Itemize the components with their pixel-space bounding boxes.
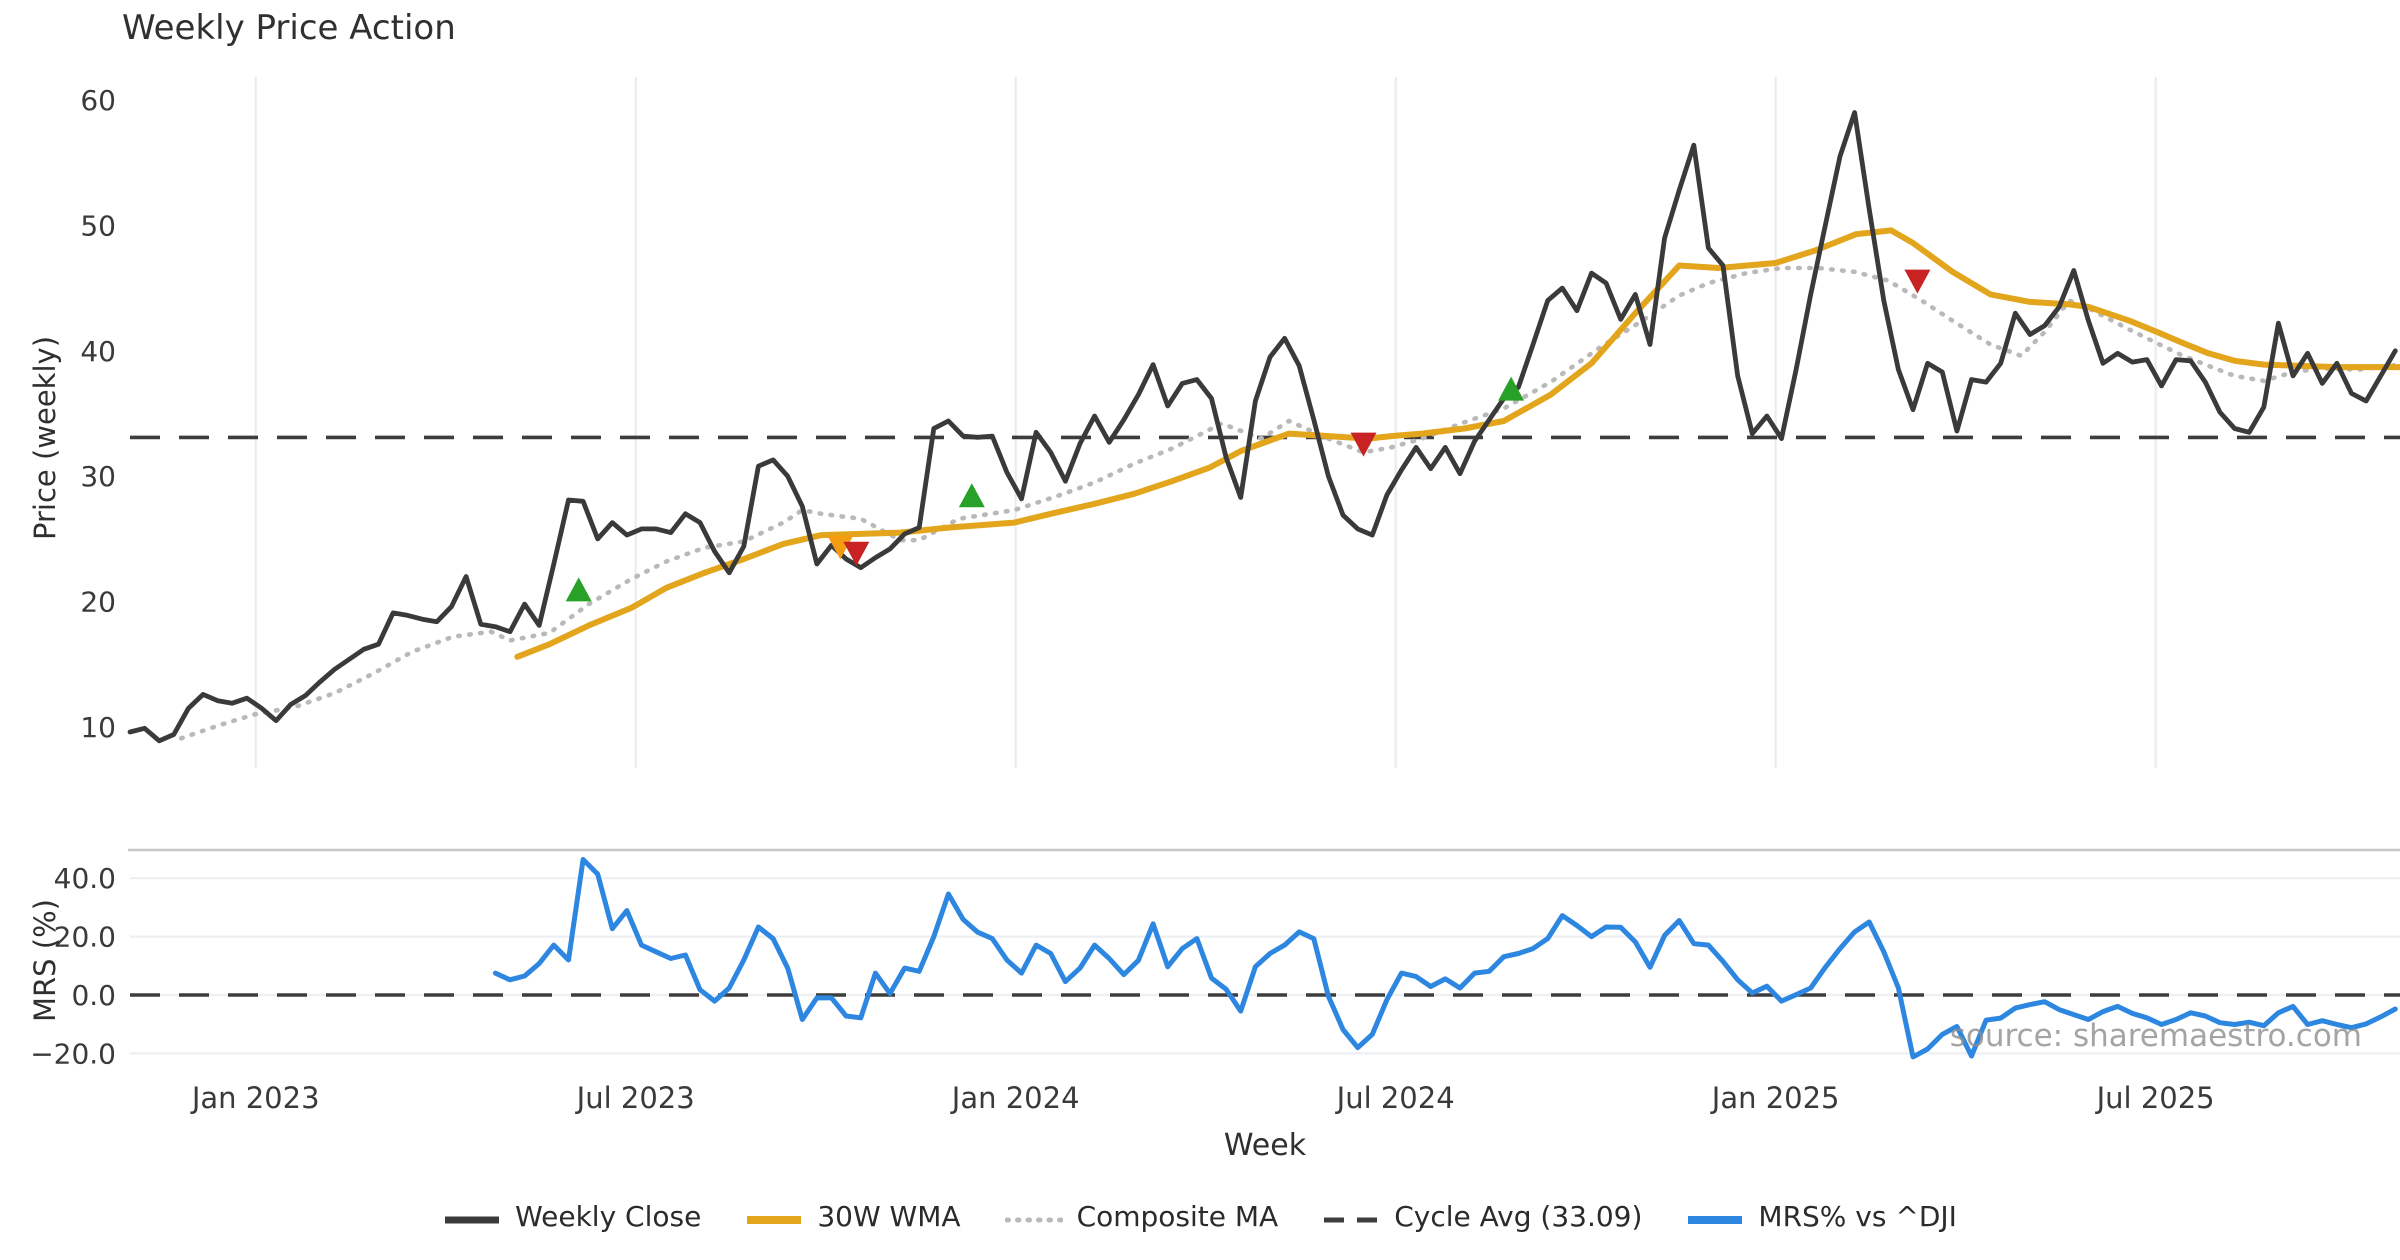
x-tick-label: Jul 2025	[2095, 1081, 2215, 1115]
warn-signal-marker	[827, 535, 854, 560]
legend-label: Composite MA	[1076, 1200, 1279, 1233]
x-tick-label: Jan 2025	[1710, 1081, 1840, 1115]
legend: Weekly Close 30W WMA Composite MA Cycle Avg…	[0, 1200, 2400, 1233]
price-y-tick-label: 20	[80, 586, 116, 619]
legend-swatch-icon	[1686, 1200, 1744, 1233]
sell-signal-marker	[1904, 269, 1931, 294]
legend-swatch-icon	[1004, 1200, 1064, 1233]
chart-title: Weekly Price Action	[122, 8, 456, 48]
legend-item-mrs-vs-dji: MRS% vs ^DJI	[1686, 1200, 1957, 1233]
mrs-y-axis-label: MRS (%)	[28, 899, 62, 1022]
legend-item-weekly-close: Weekly Close	[443, 1200, 701, 1233]
weekly-close-line	[127, 110, 2398, 744]
x-tick-label: Jan 2023	[190, 1081, 320, 1115]
price-y-tick-label: 30	[80, 460, 116, 493]
price-y-axis-label: Price (weekly)	[28, 335, 62, 540]
legend-item-cycle-avg-33-09-: Cycle Avg (33.09)	[1322, 1200, 1642, 1233]
x-tick-label: Jul 2024	[1335, 1081, 1455, 1115]
watermark-text: source: sharemaestro.com	[1949, 1018, 2362, 1054]
price-y-tick-label: 50	[80, 209, 116, 242]
wma-line	[514, 227, 2400, 660]
buy-signal-marker	[1498, 376, 1525, 401]
buy-signal-marker	[958, 483, 985, 508]
buy-signal-marker	[565, 577, 592, 602]
legend-label: 30W WMA	[817, 1200, 961, 1233]
mrs-line	[492, 857, 2398, 1060]
mrs-y-tick-label: 0.0	[71, 979, 116, 1012]
sell-signal-marker	[1350, 432, 1377, 457]
legend-swatch-icon	[443, 1200, 501, 1233]
legend-swatch-icon	[1322, 1200, 1380, 1233]
mrs-y-tick-label: 40.0	[54, 862, 116, 895]
legend-swatch-icon	[745, 1200, 803, 1233]
sell-signal-marker	[843, 541, 870, 566]
x-tick-label: Jan 2024	[950, 1081, 1080, 1115]
mrs-y-tick-label: 20.0	[54, 921, 116, 954]
x-tick-label: Jul 2023	[575, 1081, 695, 1115]
x-axis-label: Week	[1223, 1128, 1307, 1163]
legend-label: Weekly Close	[515, 1200, 702, 1233]
mrs-y-tick-label: −20.0	[30, 1037, 116, 1070]
price-y-tick-label: 60	[80, 84, 116, 117]
legend-item-30w-wma: 30W WMA	[745, 1200, 961, 1233]
price-y-tick-label: 10	[80, 711, 116, 744]
composite-ma-line	[178, 265, 2400, 741]
legend-item-composite-ma: Composite MA	[1004, 1200, 1279, 1233]
legend-label: Cycle Avg (33.09)	[1394, 1200, 1643, 1233]
legend-label: MRS% vs ^DJI	[1758, 1200, 1957, 1233]
price-y-tick-label: 40	[80, 335, 116, 368]
